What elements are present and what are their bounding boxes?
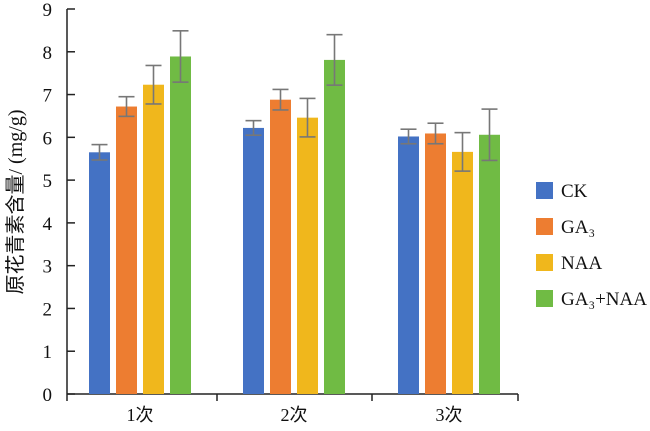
error-bar — [91, 143, 108, 161]
y-axis-label: 原花青素含量/ (mg/g) — [4, 110, 27, 295]
y-tick-label: 5 — [43, 171, 53, 192]
x-tick-label: 3次 — [436, 405, 463, 425]
bar — [270, 99, 291, 394]
bar — [116, 106, 137, 395]
bars — [89, 30, 500, 395]
axes: 0 1 2 3 4 5 6 7 8 9 1次 2次 3次 — [43, 0, 519, 425]
error-bar — [454, 131, 471, 172]
y-tick-label: 3 — [43, 257, 53, 278]
y-tick-label: 7 — [43, 86, 53, 107]
bar — [243, 127, 264, 394]
legend-label: GA₃ — [561, 217, 595, 238]
error-bar — [245, 119, 262, 136]
x-tick-label: 2次 — [281, 405, 308, 425]
bar — [170, 56, 191, 394]
legend-swatch — [536, 254, 553, 271]
bar — [452, 151, 473, 394]
legend-label: CK — [561, 181, 588, 202]
error-bar — [400, 128, 417, 145]
legend-label: GA₃+NAA — [561, 289, 647, 310]
bar — [324, 59, 345, 395]
y-tick-label: 2 — [43, 299, 53, 320]
error-bar — [145, 64, 162, 105]
legend-label: NAA — [561, 253, 602, 274]
legend-swatch — [536, 218, 553, 235]
x-tick-label: 1次 — [127, 405, 154, 425]
bar — [297, 117, 318, 395]
error-bar — [118, 95, 135, 118]
error-bar — [172, 30, 189, 83]
error-bar — [481, 108, 498, 162]
y-tick-label: 0 — [43, 385, 53, 406]
error-bar — [299, 97, 316, 138]
y-tick-label: 8 — [43, 43, 53, 64]
y-tick-label: 1 — [43, 342, 53, 363]
bar — [89, 152, 110, 394]
legend-swatch — [536, 182, 553, 199]
legend: CK GA₃ NAA GA₃+NAA — [536, 181, 647, 310]
y-tick-label: 6 — [43, 128, 53, 149]
bar — [479, 134, 500, 394]
bar — [425, 133, 446, 394]
error-bar — [427, 122, 444, 145]
error-bar — [326, 33, 343, 86]
y-tick-label: 4 — [43, 214, 53, 235]
legend-swatch — [536, 290, 553, 307]
bar — [143, 84, 164, 394]
bar — [398, 136, 419, 394]
y-tick-label: 9 — [43, 0, 53, 21]
error-bar — [272, 88, 289, 111]
